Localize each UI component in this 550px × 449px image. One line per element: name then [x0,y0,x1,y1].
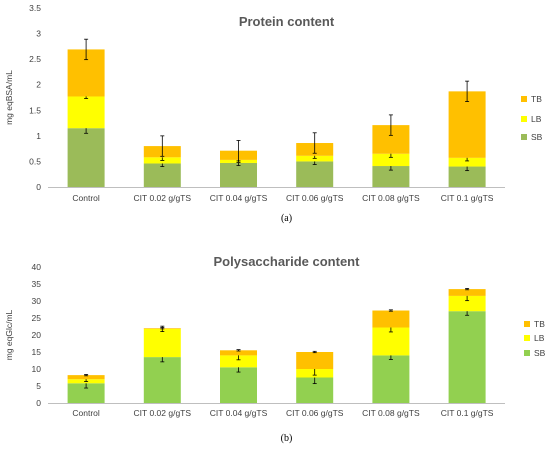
chart0-y-tick-label: 0.5 [29,156,41,166]
chart0-title: Protein content [239,14,335,29]
chart1-y-tick-label: 20 [32,330,42,340]
chart1-x-tick-label: CIT 0.04 g/gTS [210,408,268,418]
chart1-legend-swatch-tb [524,321,530,327]
chart1-title: Polysaccharide content [214,254,361,269]
chart0-legend-label-tb: TB [531,94,542,104]
chart1-y-tick-label: 25 [32,313,42,323]
chart1-bar-tb-0 [67,375,105,380]
chart0-y-axis-label: mg eqBSA/mL [4,70,14,125]
chart1-legend-label-sb: SB [534,348,546,358]
chart1-x-tick-label: Control [72,408,100,418]
chart1-bar-sb-0 [67,383,105,403]
chart1-y-tick-label: 5 [36,381,41,391]
chart0-panel-label: (a) [281,213,292,224]
chart0-y-tick-label: 3 [36,29,41,39]
chart0-bar-tb-5 [448,91,486,158]
chart1-bar-sb-4 [372,355,410,403]
chart0-bar-sb-0 [67,128,105,187]
chart0-bar-lb-0 [67,96,105,129]
chart1-bar-lb-2 [220,355,257,368]
chart0-bar-lb-5 [448,157,486,167]
chart0-legend-label-sb: SB [531,132,543,142]
chart1-y-tick-label: 0 [36,398,41,408]
chart0-y-tick-label: 2.5 [29,54,41,64]
chart1-y-tick-label: 10 [32,364,42,374]
chart0-x-tick-label: CIT 0.06 g/gTS [286,193,344,203]
chart1-y-tick-label: 15 [32,347,42,357]
chart0-bar-sb-3 [296,161,334,187]
chart1-bar-tb-2 [220,350,257,356]
chart0-legend-swatch-sb [521,134,527,140]
chart0-y-tick-label: 1 [36,131,41,141]
chart1-bar-lb-5 [448,295,486,312]
chart0-bar-sb-2 [220,162,257,187]
chart0-x-tick-label: Control [72,193,100,203]
chart1-panel-label: (b) [281,433,293,444]
chart1-legend-label-tb: TB [534,319,545,329]
chart0-x-tick-label: CIT 0.08 g/gTS [362,193,420,203]
chart1-legend-swatch-sb [524,350,530,356]
chart0-bar-sb-1 [143,163,181,187]
chart0-y-tick-label: 3.5 [29,3,41,13]
chart1-y-tick-label: 35 [32,279,42,289]
chart0-legend-swatch-tb [521,96,527,102]
chart1-y-tick-label: 40 [32,262,42,272]
chart1-bar-tb-4 [372,310,410,328]
chart1-legend-label-lb: LB [534,333,545,343]
chart0-bar-sb-5 [448,166,486,187]
chart1-bar-tb-5 [448,289,486,296]
chart1-bar-sb-5 [448,311,486,403]
chart1-x-tick-label: CIT 0.02 g/gTS [134,408,192,418]
chart1-x-tick-label: CIT 0.08 g/gTS [362,408,420,418]
chart0-bar-sb-4 [372,166,410,187]
chart1-y-tick-label: 30 [32,296,42,306]
chart0-legend-swatch-lb [521,116,527,122]
chart1-x-tick-label: CIT 0.06 g/gTS [286,408,344,418]
chart1-bar-sb-2 [220,367,257,403]
chart1-bar-tb-3 [296,352,334,369]
chart0-x-tick-label: CIT 0.04 g/gTS [210,193,268,203]
chart1-x-tick-label: CIT 0.1 g/gTS [441,408,494,418]
chart0-y-tick-label: 0 [36,182,41,192]
chart0-x-tick-label: CIT 0.1 g/gTS [441,193,494,203]
chart1-bar-lb-1 [143,328,181,358]
chart0-y-tick-label: 1.5 [29,105,41,115]
chart0-legend-label-lb: LB [531,114,542,124]
chart0-y-tick-label: 2 [36,80,41,90]
chart0-x-tick-label: CIT 0.02 g/gTS [134,193,192,203]
chart1-bar-sb-1 [143,357,181,403]
chart1-legend-swatch-lb [524,335,530,341]
chart1-y-axis-label: mg eqGlc/mL [4,309,14,360]
chart0-bar-lb-4 [372,153,410,167]
